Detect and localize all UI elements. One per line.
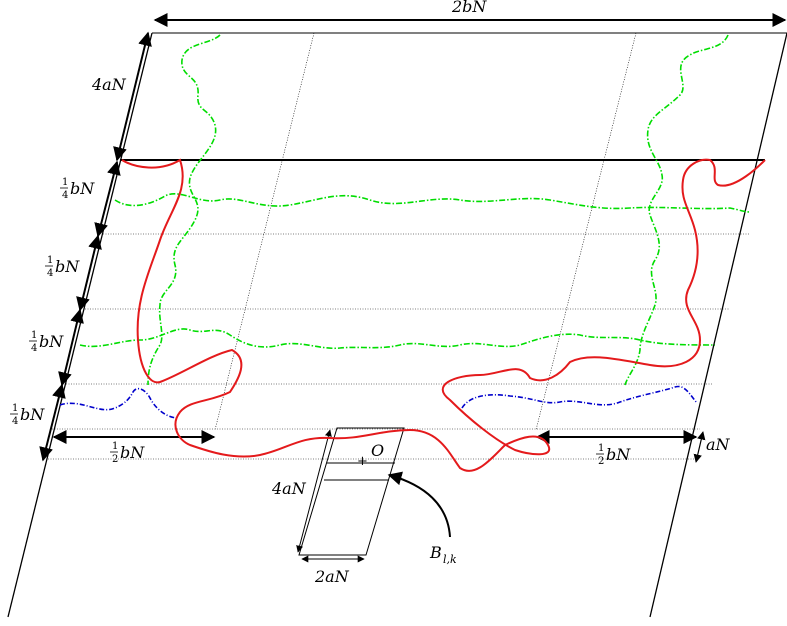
arrow-quarter-4 [39,383,66,462]
svg-text:1: 1 [598,443,604,454]
blue-left [59,387,179,419]
svg-text:bN: bN [606,445,631,464]
svg-text:bN: bN [55,257,80,276]
label-2bN: 2bN [451,0,487,16]
svg-text:1: 1 [31,330,37,341]
label-2aN-box: 2aN [314,567,350,586]
dotted-slant-1 [214,32,315,431]
label-origin: + O [357,441,384,469]
svg-text:aN: aN [706,435,731,454]
pointer-arrow [387,471,451,538]
dotted-slant-2 [535,32,637,431]
label-4aN-top: 4aN [91,75,127,94]
green-vertical-left [147,34,221,386]
label-quarter-3: 1 4 bN [29,330,64,354]
label-half-left: 1 2 bN [110,441,145,465]
label-quarter-2: 1 4 bN [45,255,80,279]
svg-text:2: 2 [112,454,118,465]
blue-dashdot-paths [59,385,698,419]
arrow-quarter-1 [94,160,121,238]
svg-text:bN: bN [39,332,64,351]
svg-text:4: 4 [31,343,37,354]
green-dashed-paths [79,34,751,386]
svg-text:4aN: 4aN [271,479,307,498]
label-half-right: 1 2 bN [596,443,631,467]
svg-text:2bN: 2bN [451,0,487,16]
arrow-aN [693,431,706,463]
svg-text:2: 2 [598,456,604,467]
label-b-lk: B l,k [429,543,457,566]
svg-text:bN: bN [70,179,95,198]
label-quarter-4: 1 4 bN [10,403,45,427]
svg-text:4aN: 4aN [91,75,127,94]
green-horizontal-top [114,193,751,213]
svg-text:B: B [429,543,442,562]
green-horizontal-bottom [79,328,716,350]
green-vertical-right [624,34,729,386]
svg-text:bN: bN [20,405,45,424]
red-contour [121,158,766,472]
svg-text:+: + [357,454,368,469]
svg-text:O: O [371,441,384,460]
right-boundary [649,32,787,618]
arrow-quarter-3 [58,308,84,387]
svg-text:1: 1 [12,403,18,414]
arrow-4aN-top [113,31,152,162]
arrow-box-height [296,429,332,553]
svg-text:1: 1 [47,255,53,266]
label-4aN-box: 4aN [271,479,307,498]
svg-text:4: 4 [12,416,18,427]
arrow-quarter-2 [76,234,102,312]
label-aN: aN [706,435,731,454]
svg-text:4: 4 [47,268,53,279]
label-quarter-1: 1 4 bN [60,177,95,201]
left-boundary [7,32,153,618]
svg-text:1: 1 [112,441,118,452]
svg-text:1: 1 [62,177,68,188]
svg-text:2aN: 2aN [314,567,350,586]
svg-text:l,k: l,k [443,553,457,566]
blue-right [461,385,698,409]
block-b-lk [298,427,405,556]
svg-text:4: 4 [62,190,68,201]
svg-text:bN: bN [120,443,145,462]
